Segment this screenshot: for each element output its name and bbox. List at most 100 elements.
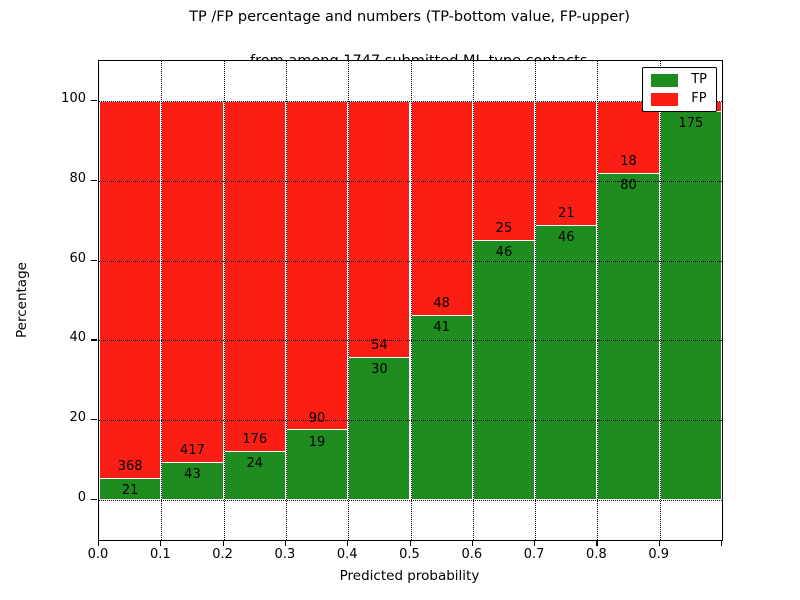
tp-count-label: 46 bbox=[557, 230, 575, 245]
fp-count-label: 18 bbox=[620, 154, 637, 170]
x-tick-label: 0.4 bbox=[336, 547, 358, 562]
legend-row-fp: FP bbox=[651, 92, 707, 106]
fp-bar-segment bbox=[410, 100, 473, 317]
y-gridline bbox=[99, 260, 722, 262]
y-tick-mark bbox=[91, 339, 97, 341]
tp-count-label: 80 bbox=[620, 178, 637, 194]
stacked-bar bbox=[223, 100, 286, 501]
x-gridline bbox=[285, 61, 287, 540]
fp-bar-segment bbox=[472, 100, 536, 242]
x-gridline bbox=[223, 61, 225, 540]
stacked-bar bbox=[285, 100, 349, 501]
y-tick-label: 60 bbox=[69, 250, 86, 266]
tp-bar-segment bbox=[348, 357, 411, 501]
x-tick-mark bbox=[534, 540, 536, 546]
fp-count-label: 54 bbox=[371, 337, 388, 353]
x-gridline bbox=[348, 61, 350, 540]
x-tick-label: 0.0 bbox=[87, 547, 109, 562]
x-tick-label: 0.7 bbox=[523, 547, 545, 562]
tp-bar-segment bbox=[472, 241, 536, 501]
tp-bar-segment bbox=[535, 226, 598, 501]
stacked-bar bbox=[597, 100, 660, 501]
stacked-bar bbox=[472, 100, 536, 501]
y-gridline bbox=[99, 340, 722, 342]
y-tick-label: 100 bbox=[61, 90, 86, 106]
fp-legend-label: FP bbox=[691, 91, 707, 106]
tp-count-label: 24 bbox=[246, 456, 264, 472]
tp-legend-swatch bbox=[651, 73, 679, 87]
y-gridline bbox=[99, 420, 722, 422]
fp-count-label: 417 bbox=[180, 442, 205, 458]
y-tick-label: 40 bbox=[69, 330, 86, 346]
fp-bar-segment bbox=[348, 100, 411, 358]
fp-count-label: 176 bbox=[242, 432, 268, 448]
fp-count-label: 48 bbox=[433, 296, 450, 312]
x-tick-label: 0.3 bbox=[274, 547, 296, 562]
x-axis-label: Predicted probability bbox=[339, 568, 480, 584]
tp-count-label: 30 bbox=[371, 361, 388, 377]
fp-count-label: 90 bbox=[308, 410, 326, 426]
legend-row-tp: TP bbox=[651, 73, 707, 87]
fp-count-label: 21 bbox=[557, 206, 575, 221]
x-gridline bbox=[410, 61, 412, 540]
legend: TP FP bbox=[642, 67, 717, 112]
tp-count-label: 21 bbox=[121, 482, 139, 498]
x-tick-label: 0.6 bbox=[461, 547, 483, 562]
fp-bar-segment bbox=[161, 100, 224, 463]
y-tick-label: 0 bbox=[77, 490, 86, 506]
fp-bar-segment bbox=[99, 100, 162, 479]
x-tick-mark bbox=[471, 540, 473, 546]
y-gridline bbox=[99, 500, 722, 502]
x-gridline bbox=[161, 61, 163, 540]
x-gridline bbox=[472, 61, 474, 540]
tp-bar-segment bbox=[410, 316, 473, 501]
stacked-bar bbox=[410, 100, 473, 501]
fp-legend-swatch bbox=[651, 92, 679, 106]
x-tick-mark bbox=[721, 540, 723, 546]
tp-count-label: 46 bbox=[495, 245, 513, 261]
stacked-bar bbox=[348, 100, 411, 501]
tp-count-label: 175 bbox=[678, 116, 704, 131]
x-gridline bbox=[597, 61, 599, 540]
tp-bar-segment bbox=[99, 478, 162, 501]
stacked-bar bbox=[535, 100, 598, 501]
x-tick-mark bbox=[160, 540, 162, 546]
tp-bar-segment bbox=[161, 462, 224, 501]
stacked-bar bbox=[161, 100, 224, 501]
x-tick-mark bbox=[347, 540, 349, 546]
fp-bar-segment bbox=[285, 100, 349, 431]
fp-count-label: 368 bbox=[117, 458, 143, 474]
tp-bar-segment bbox=[597, 174, 660, 501]
tp-legend-label: TP bbox=[691, 72, 707, 87]
x-tick-mark bbox=[98, 540, 100, 546]
x-tick-label: 0.5 bbox=[399, 547, 420, 562]
y-tick-label: 80 bbox=[69, 170, 86, 186]
x-gridline bbox=[535, 61, 537, 540]
x-tick-label: 0.2 bbox=[212, 547, 233, 562]
plot-area: 368 21 417 43 176 24 90 19 54 30 48 41 25 46 21 46 18 80 1… bbox=[98, 60, 723, 541]
fp-count-label: 25 bbox=[495, 221, 513, 237]
fp-bar-segment bbox=[223, 100, 286, 453]
stacked-bar bbox=[659, 100, 722, 501]
tp-count-label: 43 bbox=[184, 466, 201, 482]
x-tick-mark bbox=[284, 540, 287, 546]
y-tick-mark bbox=[91, 499, 97, 501]
tp-bar-segment bbox=[659, 112, 722, 501]
y-tick-mark bbox=[91, 259, 97, 261]
y-tick-mark bbox=[91, 99, 97, 102]
y-tick-mark bbox=[91, 179, 97, 181]
x-gridline bbox=[659, 61, 661, 540]
x-tick-mark bbox=[596, 540, 598, 546]
y-gridline bbox=[99, 100, 722, 102]
tp-count-label: 19 bbox=[308, 434, 326, 450]
x-tick-label: 0.9 bbox=[648, 547, 670, 562]
tp-bar-segment bbox=[285, 430, 349, 501]
x-tick-mark bbox=[658, 540, 660, 546]
x-tick-mark bbox=[222, 540, 224, 546]
x-tick-label: 0.1 bbox=[149, 547, 171, 562]
y-axis-label: Percentage bbox=[14, 262, 30, 338]
y-gridline bbox=[99, 180, 722, 182]
tp-count-label: 41 bbox=[433, 320, 450, 336]
x-tick-mark bbox=[409, 540, 411, 546]
